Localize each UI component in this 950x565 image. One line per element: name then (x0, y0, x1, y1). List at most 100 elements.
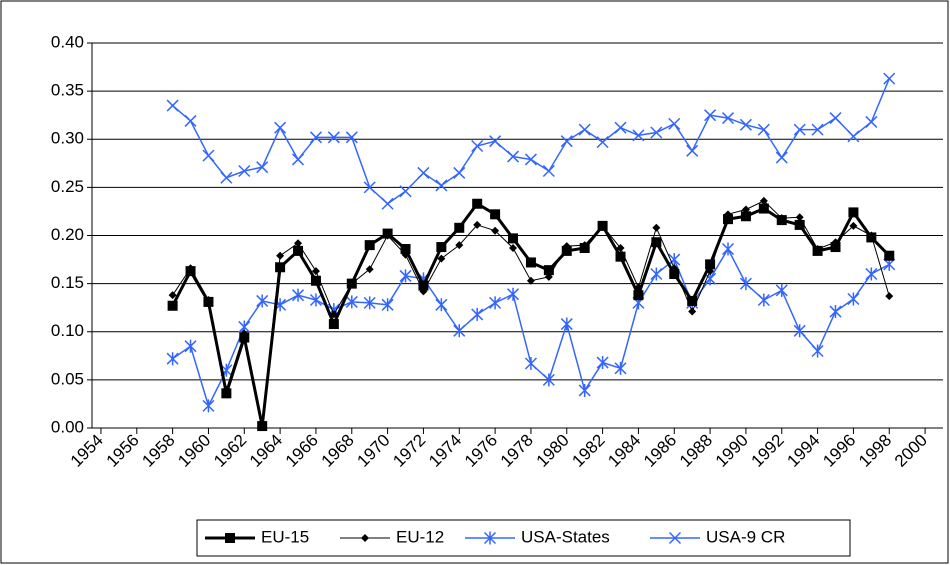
marker-shape (811, 123, 824, 136)
marker (453, 166, 466, 179)
marker (256, 294, 269, 308)
marker-shape (795, 213, 804, 222)
marker (508, 233, 519, 244)
marker-shape (650, 126, 663, 139)
marker (256, 161, 269, 174)
marker (473, 220, 482, 229)
marker (364, 240, 375, 251)
marker-shape (257, 421, 268, 432)
marker (651, 237, 662, 248)
marker-shape (740, 211, 751, 222)
marker (490, 209, 501, 220)
marker-shape (526, 276, 535, 285)
marker (309, 293, 322, 307)
marker (225, 533, 235, 543)
marker-shape (381, 197, 394, 210)
marker (257, 421, 268, 432)
marker-shape (525, 257, 536, 268)
marker (668, 117, 681, 130)
marker (686, 144, 699, 157)
marker-shape (238, 164, 251, 178)
marker-shape (650, 267, 663, 281)
marker-shape (473, 220, 482, 229)
marker (294, 239, 303, 248)
marker (632, 129, 645, 142)
marker (775, 283, 788, 297)
marker (688, 307, 697, 316)
marker-shape (327, 131, 340, 144)
marker-shape (292, 288, 305, 302)
marker-shape (811, 344, 824, 358)
marker (491, 226, 500, 235)
marker-shape (578, 383, 591, 397)
marker-shape (256, 294, 269, 308)
marker-shape (166, 352, 179, 366)
marker (345, 295, 358, 309)
marker (776, 215, 787, 226)
marker (866, 232, 877, 243)
marker-shape (471, 139, 484, 153)
marker-shape (758, 203, 769, 214)
y-tick-label: 0.00 (51, 417, 84, 436)
marker-shape (471, 307, 484, 321)
marker (184, 339, 197, 353)
marker-shape (203, 296, 214, 307)
marker-shape (168, 291, 177, 300)
marker-shape (721, 112, 735, 125)
marker (795, 213, 804, 222)
marker-shape (483, 531, 497, 545)
marker (166, 99, 179, 112)
marker (811, 344, 824, 358)
marker (399, 185, 412, 198)
marker-shape (491, 226, 500, 235)
marker (274, 121, 287, 134)
marker (578, 123, 591, 136)
marker-shape (363, 181, 376, 194)
marker (721, 112, 735, 125)
marker (381, 298, 394, 312)
marker (525, 257, 536, 268)
marker (596, 356, 609, 370)
marker-shape (225, 533, 235, 543)
marker (309, 131, 322, 144)
marker (310, 275, 321, 286)
marker-shape (632, 129, 645, 142)
marker-shape (399, 269, 412, 283)
marker (471, 139, 484, 153)
marker (885, 292, 894, 301)
marker-shape (705, 259, 716, 270)
y-tick-label: 0.15 (51, 273, 84, 292)
marker-shape (363, 296, 376, 310)
marker (311, 267, 320, 276)
marker-shape (490, 209, 501, 220)
marker (472, 198, 483, 209)
marker-shape (614, 121, 627, 134)
marker-shape (508, 233, 519, 244)
marker (829, 305, 842, 319)
marker (437, 254, 446, 263)
marker (471, 307, 484, 321)
marker-shape (830, 242, 841, 253)
marker-shape (309, 293, 322, 307)
marker-shape (652, 223, 661, 232)
marker (561, 245, 572, 256)
legend-label: EU-15 (261, 527, 309, 546)
marker (757, 293, 770, 307)
marker-shape (364, 240, 375, 251)
marker (668, 253, 681, 267)
marker (239, 332, 250, 343)
marker-shape (436, 242, 447, 253)
marker (758, 203, 769, 214)
marker-shape (757, 293, 770, 307)
marker (542, 373, 555, 387)
marker-shape (560, 135, 573, 148)
marker-shape (453, 324, 466, 338)
marker (794, 219, 805, 230)
marker-shape (256, 161, 269, 174)
marker-shape (309, 131, 322, 144)
marker (633, 290, 644, 301)
marker-shape (812, 245, 823, 256)
marker (650, 267, 663, 281)
